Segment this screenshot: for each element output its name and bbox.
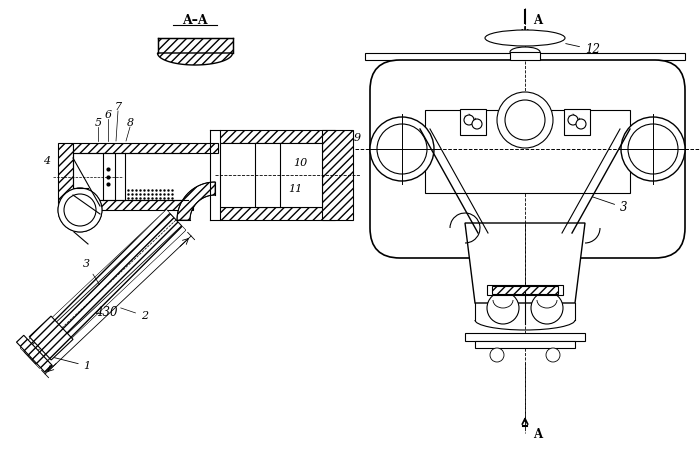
Text: 12: 12 (566, 43, 600, 56)
Circle shape (464, 115, 474, 125)
Circle shape (546, 348, 560, 362)
Bar (500, 60, 550, 65)
Bar (510, 52, 540, 60)
Circle shape (505, 100, 545, 140)
Bar (322, 130, 353, 220)
Circle shape (490, 348, 504, 362)
Text: 3: 3 (83, 259, 99, 285)
Circle shape (628, 124, 678, 174)
Text: 8: 8 (127, 118, 134, 128)
Wedge shape (58, 188, 102, 232)
Circle shape (472, 119, 482, 129)
Bar (460, 109, 486, 135)
Bar (425, 110, 630, 193)
Text: 3: 3 (593, 197, 627, 214)
Ellipse shape (485, 30, 565, 46)
Text: 6: 6 (104, 110, 111, 120)
Bar (220, 143, 322, 207)
Polygon shape (177, 182, 215, 220)
Polygon shape (465, 223, 585, 303)
Text: 1: 1 (55, 358, 91, 371)
Bar (73, 200, 193, 210)
Bar (58, 143, 73, 210)
Circle shape (487, 292, 519, 324)
Bar (475, 341, 575, 348)
Circle shape (370, 117, 434, 181)
Text: 5: 5 (94, 118, 101, 128)
Text: 2: 2 (120, 308, 148, 321)
Text: 4: 4 (43, 156, 50, 167)
Bar (73, 143, 218, 153)
Text: 10: 10 (293, 158, 307, 168)
Circle shape (497, 92, 553, 148)
Circle shape (531, 292, 563, 324)
Bar (220, 207, 335, 220)
Polygon shape (158, 53, 232, 65)
Text: A–A: A–A (182, 15, 208, 28)
Text: 11: 11 (288, 184, 302, 194)
Circle shape (58, 188, 102, 232)
Bar (492, 286, 558, 294)
Bar (365, 53, 685, 60)
Circle shape (621, 117, 685, 181)
Circle shape (568, 115, 578, 125)
Bar (487, 285, 563, 295)
Bar (158, 38, 232, 53)
Bar (220, 130, 335, 143)
Ellipse shape (510, 47, 540, 57)
FancyBboxPatch shape (370, 60, 685, 258)
Text: A: A (533, 15, 542, 28)
Text: A: A (533, 427, 542, 440)
Text: 430: 430 (95, 307, 118, 320)
Polygon shape (20, 210, 186, 368)
Polygon shape (20, 210, 186, 368)
Circle shape (492, 350, 502, 360)
Bar (564, 109, 590, 135)
Text: 7: 7 (114, 102, 122, 112)
Circle shape (576, 119, 586, 129)
Text: 9: 9 (354, 133, 360, 143)
Polygon shape (29, 316, 73, 360)
Bar (465, 333, 585, 341)
Circle shape (548, 350, 558, 360)
Circle shape (377, 124, 427, 174)
Polygon shape (17, 335, 52, 373)
Circle shape (64, 194, 96, 226)
